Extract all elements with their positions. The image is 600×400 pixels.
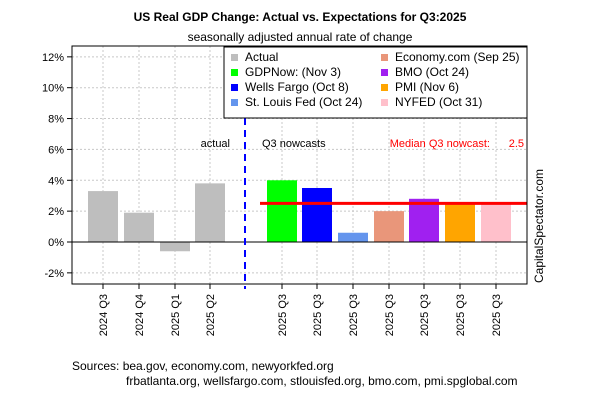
x-tick-label: 2025 Q3 bbox=[384, 294, 396, 336]
bar-7 bbox=[374, 211, 404, 242]
y-tick-label: 2% bbox=[48, 206, 64, 218]
legend-label: BMO (Oct 24) bbox=[395, 65, 469, 79]
plot-frame bbox=[71, 45, 528, 285]
x-tick-label: 2025 Q2 bbox=[205, 294, 217, 336]
chart-subtitle: seasonally adjusted annual rate of chang… bbox=[188, 30, 413, 44]
x-tick-label: 2025 Q1 bbox=[170, 294, 182, 336]
legend-swatch bbox=[381, 99, 388, 106]
legend-swatch bbox=[231, 54, 238, 61]
legend-swatch bbox=[381, 54, 388, 61]
x-tick-label: 2024 Q3 bbox=[98, 294, 110, 336]
legend-label: St. Louis Fed (Oct 24) bbox=[245, 95, 362, 109]
y-tick-label: -2% bbox=[44, 268, 64, 280]
y-tick-label: 8% bbox=[48, 114, 64, 126]
legend-label: Wells Fargo (Oct 8) bbox=[245, 80, 349, 94]
legend-label: Actual bbox=[245, 50, 278, 64]
chart-title: US Real GDP Change: Actual vs. Expectati… bbox=[134, 10, 467, 24]
legend-swatch bbox=[381, 69, 388, 76]
y-tick-label: 12% bbox=[42, 52, 64, 64]
y-tick-label: 4% bbox=[48, 175, 64, 187]
nowcasts-annotation: Q3 nowcasts bbox=[262, 138, 326, 150]
sources-line-2: frbatlanta.org, wellsfargo.com, stlouisf… bbox=[126, 374, 518, 388]
legend-label: NYFED (Oct 31) bbox=[395, 95, 482, 109]
bar-2 bbox=[160, 242, 190, 252]
watermark: CapitalSpectator.com bbox=[532, 169, 546, 283]
median-label: Median Q3 nowcast: bbox=[390, 138, 490, 150]
median-value: 2.5 bbox=[509, 138, 524, 150]
bar-3 bbox=[195, 183, 225, 242]
legend-swatch bbox=[381, 84, 388, 91]
legend-label: Economy.com (Sep 25) bbox=[395, 50, 520, 64]
y-tick-label: 0% bbox=[48, 237, 64, 249]
x-tick-label: 2025 Q3 bbox=[419, 294, 431, 336]
legend-swatch bbox=[231, 99, 238, 106]
legend-swatch bbox=[231, 84, 238, 91]
actual-annotation: actual bbox=[201, 138, 230, 150]
x-tick-label: 2025 Q3 bbox=[348, 294, 360, 336]
x-tick-label: 2024 Q4 bbox=[134, 294, 146, 336]
bar-9 bbox=[445, 203, 475, 242]
legend-label: GDPNow: (Nov 3) bbox=[245, 65, 341, 79]
bar-5 bbox=[302, 187, 332, 242]
y-tick-label: 6% bbox=[48, 144, 64, 156]
bar-10 bbox=[481, 203, 511, 242]
bar-4 bbox=[267, 180, 297, 242]
y-tick-label: 10% bbox=[42, 83, 64, 95]
bar-8 bbox=[409, 198, 439, 242]
legend-swatch bbox=[231, 69, 238, 76]
x-tick-label: 2025 Q3 bbox=[312, 294, 324, 336]
x-tick-label: 2025 Q3 bbox=[491, 294, 503, 336]
x-tick-label: 2025 Q3 bbox=[455, 294, 467, 336]
legend-label: PMI (Nov 6) bbox=[395, 80, 459, 94]
sources-line-1: Sources: bea.gov, economy.com, newyorkfe… bbox=[72, 359, 334, 373]
bar-0 bbox=[88, 191, 118, 242]
legend-box bbox=[223, 46, 528, 119]
bar-6 bbox=[338, 232, 368, 242]
bar-1 bbox=[124, 212, 154, 242]
x-tick-label: 2025 Q3 bbox=[277, 294, 289, 336]
